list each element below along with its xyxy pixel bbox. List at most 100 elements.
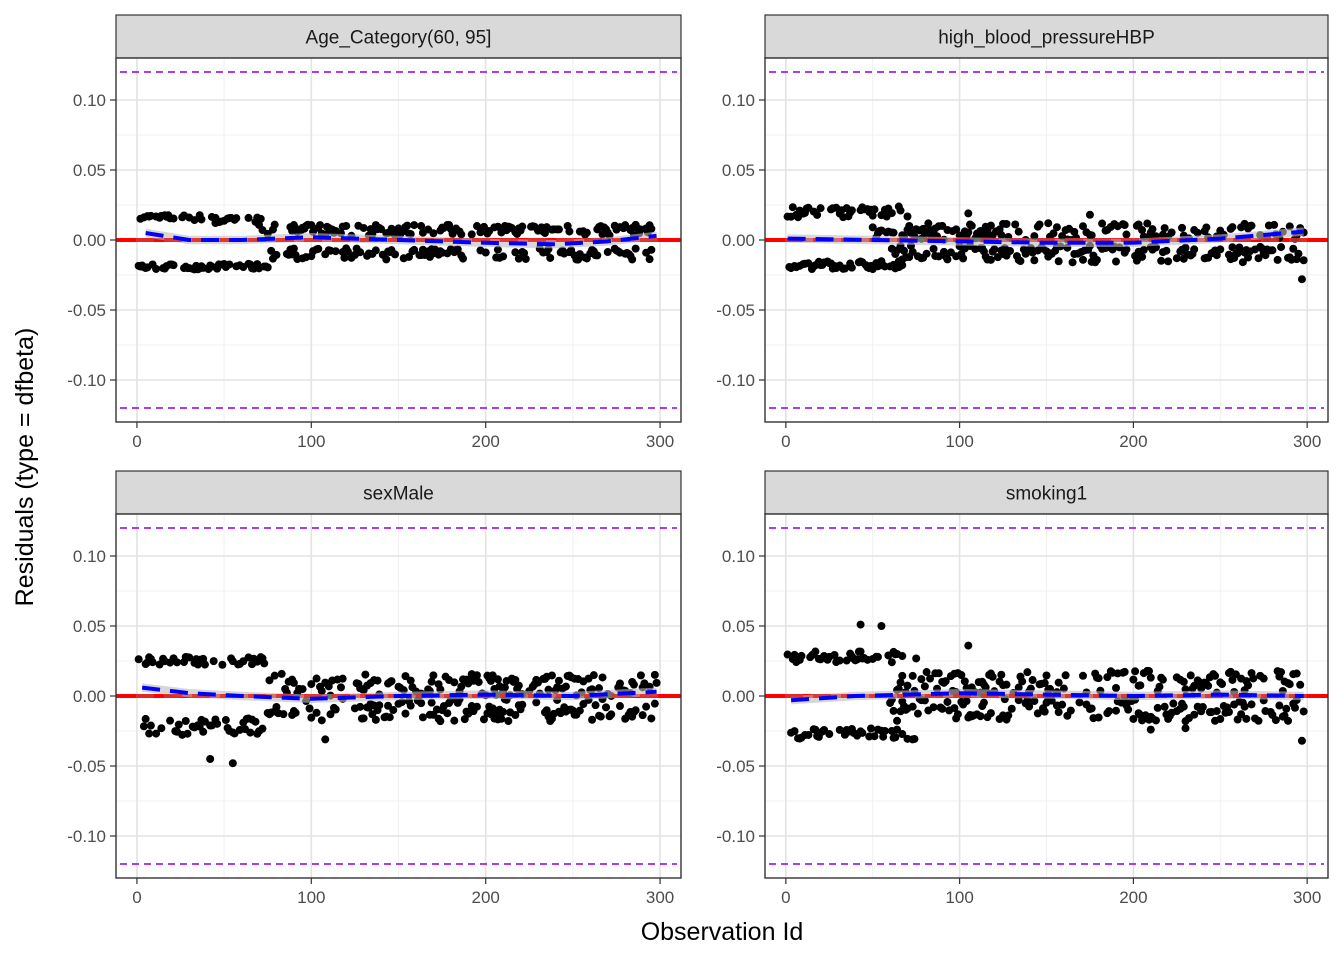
panel-border xyxy=(764,57,1329,423)
x-axis-title: Observation Id xyxy=(641,918,804,946)
data-point xyxy=(642,702,651,711)
y-tick-label: 0.10 xyxy=(722,547,755,566)
data-point xyxy=(628,255,637,264)
data-point xyxy=(1014,227,1023,236)
data-point xyxy=(331,247,340,256)
data-point xyxy=(997,231,1006,240)
y-tick-label: 0.10 xyxy=(73,91,106,110)
data-point xyxy=(206,755,215,763)
data-point xyxy=(1193,228,1202,237)
data-point xyxy=(410,245,419,254)
data-point xyxy=(481,248,490,257)
data-point xyxy=(457,230,466,239)
data-point xyxy=(952,225,961,234)
data-point xyxy=(406,701,415,710)
data-point xyxy=(596,712,605,721)
data-point xyxy=(1294,249,1303,258)
data-point xyxy=(903,212,912,221)
data-point xyxy=(607,710,616,719)
data-point xyxy=(575,706,584,715)
data-point xyxy=(979,698,988,707)
data-point xyxy=(1094,713,1103,722)
data-point xyxy=(1247,221,1256,230)
y-tick-label: -0.10 xyxy=(67,827,106,846)
data-point xyxy=(1131,667,1140,676)
x-tick-label: 0 xyxy=(132,888,141,907)
data-point xyxy=(1078,222,1087,231)
data-point xyxy=(631,706,640,715)
data-point xyxy=(197,215,206,224)
data-point xyxy=(1143,219,1152,228)
data-point xyxy=(1145,667,1154,676)
data-point xyxy=(514,681,523,690)
data-point xyxy=(356,702,365,711)
data-point xyxy=(811,647,820,656)
y-tick-label: 0.05 xyxy=(722,617,755,636)
x-tick-label: 300 xyxy=(646,432,674,451)
data-point xyxy=(934,669,943,678)
y-tick-label: 0.05 xyxy=(722,161,755,180)
data-point xyxy=(908,671,917,680)
data-point xyxy=(1202,223,1211,232)
data-point xyxy=(1105,707,1114,716)
data-point xyxy=(1242,714,1251,723)
data-point xyxy=(910,734,919,743)
data-point xyxy=(967,221,976,230)
x-tick-label: 300 xyxy=(646,888,674,907)
y-tick-label: -0.05 xyxy=(716,757,755,776)
data-point xyxy=(1296,680,1305,689)
data-point xyxy=(361,670,370,679)
data-point xyxy=(270,220,279,229)
data-point xyxy=(1268,246,1277,255)
data-point xyxy=(1237,710,1246,719)
data-point xyxy=(873,652,882,661)
data-point xyxy=(1259,674,1268,683)
data-point xyxy=(943,697,952,706)
data-point xyxy=(924,219,933,228)
data-point xyxy=(1129,714,1138,723)
x-tick-label: 100 xyxy=(945,432,973,451)
data-point xyxy=(1228,243,1237,252)
data-point xyxy=(1044,219,1053,228)
data-point xyxy=(938,704,947,713)
smooth-trend-line xyxy=(790,691,1304,703)
data-point xyxy=(488,704,497,713)
smooth-trend-line xyxy=(787,229,1304,245)
data-point xyxy=(647,224,656,233)
data-point xyxy=(1254,254,1263,263)
data-point xyxy=(1025,702,1034,711)
data-point xyxy=(457,682,466,691)
data-point xyxy=(922,668,931,677)
x-tick-label: 0 xyxy=(781,888,790,907)
data-point xyxy=(825,730,834,739)
data-point xyxy=(1094,674,1103,683)
data-point xyxy=(312,674,321,683)
panel-3: sexMale -0.10 -0.05 0.00 0.05 0.10 0 100 200 300 xyxy=(67,470,682,907)
data-point xyxy=(1297,275,1306,284)
data-point xyxy=(638,711,647,720)
data-point xyxy=(636,671,645,680)
data-point xyxy=(964,641,973,650)
data-point xyxy=(1059,684,1068,693)
data-point xyxy=(1284,716,1293,725)
data-point xyxy=(1054,708,1063,717)
data-point xyxy=(272,702,281,711)
x-tick-label: 100 xyxy=(945,888,973,907)
data-point xyxy=(474,678,483,687)
data-point xyxy=(554,225,563,234)
data-point xyxy=(1066,706,1075,715)
y-tick-label: -0.10 xyxy=(716,827,755,846)
data-point xyxy=(472,702,481,711)
data-point xyxy=(1190,710,1199,719)
data-point xyxy=(312,708,321,717)
data-point xyxy=(546,253,555,262)
data-point xyxy=(1297,736,1306,745)
data-point xyxy=(1157,256,1166,265)
data-point xyxy=(403,221,412,230)
data-point xyxy=(1092,256,1101,265)
data-point xyxy=(1075,698,1084,707)
data-point xyxy=(603,248,612,257)
y-tick-label: -0.05 xyxy=(67,301,106,320)
panel-border xyxy=(115,513,682,879)
data-point xyxy=(652,678,661,687)
